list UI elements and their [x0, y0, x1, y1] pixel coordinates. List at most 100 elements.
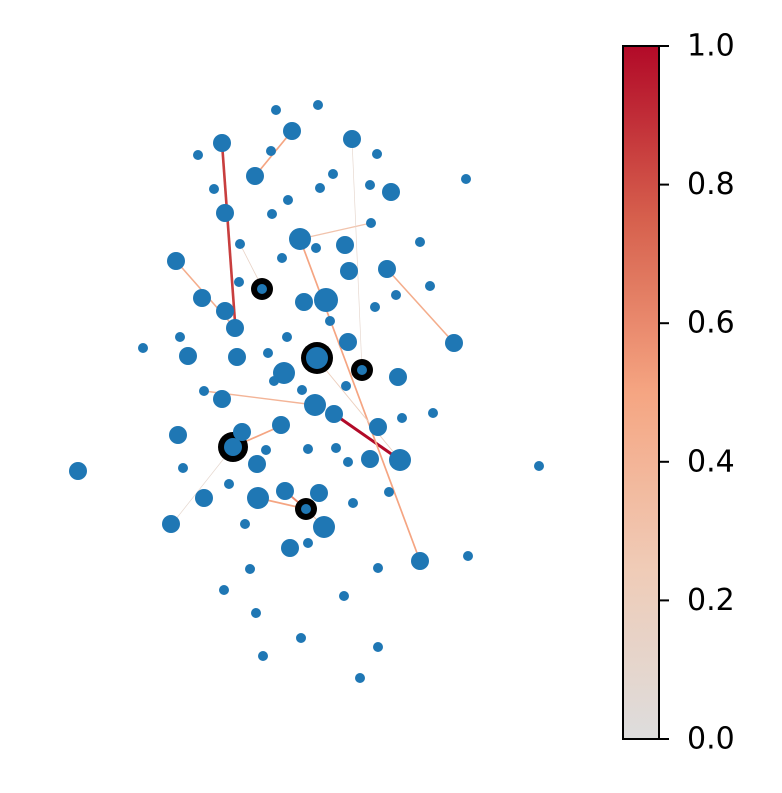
node — [195, 489, 213, 507]
colorbar-tick-label: 0.0 — [687, 722, 735, 757]
node — [355, 673, 365, 683]
node — [384, 487, 394, 497]
node — [276, 482, 294, 500]
node — [162, 515, 180, 533]
node — [219, 585, 229, 595]
node — [343, 457, 353, 467]
node — [213, 134, 231, 152]
node — [296, 633, 306, 643]
node — [343, 130, 361, 148]
node — [245, 564, 255, 574]
node — [281, 539, 299, 557]
node — [179, 347, 197, 365]
node — [314, 288, 338, 312]
node — [315, 183, 325, 193]
node — [248, 455, 266, 473]
node — [273, 362, 295, 384]
node — [366, 218, 376, 228]
edge — [351, 138, 363, 371]
node — [391, 290, 401, 300]
node — [397, 413, 407, 423]
node — [445, 334, 463, 352]
node — [289, 228, 311, 250]
node — [178, 463, 188, 473]
edge — [171, 446, 234, 525]
node — [282, 332, 292, 342]
colorbar-tick-label: 0.8 — [687, 167, 735, 202]
node — [304, 394, 326, 416]
node — [369, 418, 387, 436]
colorbar-gradient — [622, 45, 660, 740]
node — [336, 236, 354, 254]
node — [261, 445, 271, 455]
node — [303, 444, 313, 454]
node — [272, 416, 290, 434]
node — [313, 516, 335, 538]
node — [297, 385, 307, 395]
edge — [299, 222, 372, 240]
edge — [386, 268, 455, 344]
node — [428, 408, 438, 418]
node — [257, 284, 267, 294]
node — [247, 487, 269, 509]
node — [463, 551, 473, 561]
node — [175, 332, 185, 342]
node — [373, 563, 383, 573]
node — [295, 293, 313, 311]
node — [193, 150, 203, 160]
node — [313, 100, 323, 110]
node — [370, 302, 380, 312]
node — [167, 252, 185, 270]
node — [271, 105, 281, 115]
node — [199, 386, 209, 396]
node — [325, 405, 343, 423]
node — [240, 519, 250, 529]
node — [277, 253, 287, 263]
node — [283, 195, 293, 205]
node — [389, 368, 407, 386]
node — [226, 319, 244, 337]
node — [372, 149, 382, 159]
node — [373, 642, 383, 652]
node — [361, 450, 379, 468]
node — [216, 302, 234, 320]
node — [461, 174, 471, 184]
node — [169, 426, 187, 444]
node — [357, 365, 367, 375]
node — [216, 204, 234, 222]
node — [325, 316, 335, 326]
node — [266, 146, 276, 156]
node — [339, 333, 357, 351]
edge — [333, 412, 401, 462]
node — [303, 538, 313, 548]
node — [389, 449, 411, 471]
node — [69, 462, 87, 480]
nodes — [69, 100, 544, 683]
node — [224, 438, 242, 456]
node — [269, 376, 279, 386]
node — [228, 348, 246, 366]
node — [348, 498, 358, 508]
node — [267, 209, 277, 219]
node — [246, 167, 264, 185]
node — [340, 262, 358, 280]
node — [209, 184, 219, 194]
node — [258, 651, 268, 661]
colorbar-tick-label: 1.0 — [687, 29, 735, 64]
node — [378, 260, 396, 278]
node — [301, 504, 311, 514]
node — [411, 552, 429, 570]
node — [339, 591, 349, 601]
node — [311, 243, 321, 253]
node — [234, 277, 244, 287]
node — [251, 608, 261, 618]
colorbar-tick-label: 0.6 — [687, 306, 735, 341]
node — [331, 443, 341, 453]
node — [233, 423, 251, 441]
node — [328, 169, 338, 179]
node — [224, 479, 234, 489]
node — [382, 183, 400, 201]
node — [138, 343, 148, 353]
node — [365, 180, 375, 190]
